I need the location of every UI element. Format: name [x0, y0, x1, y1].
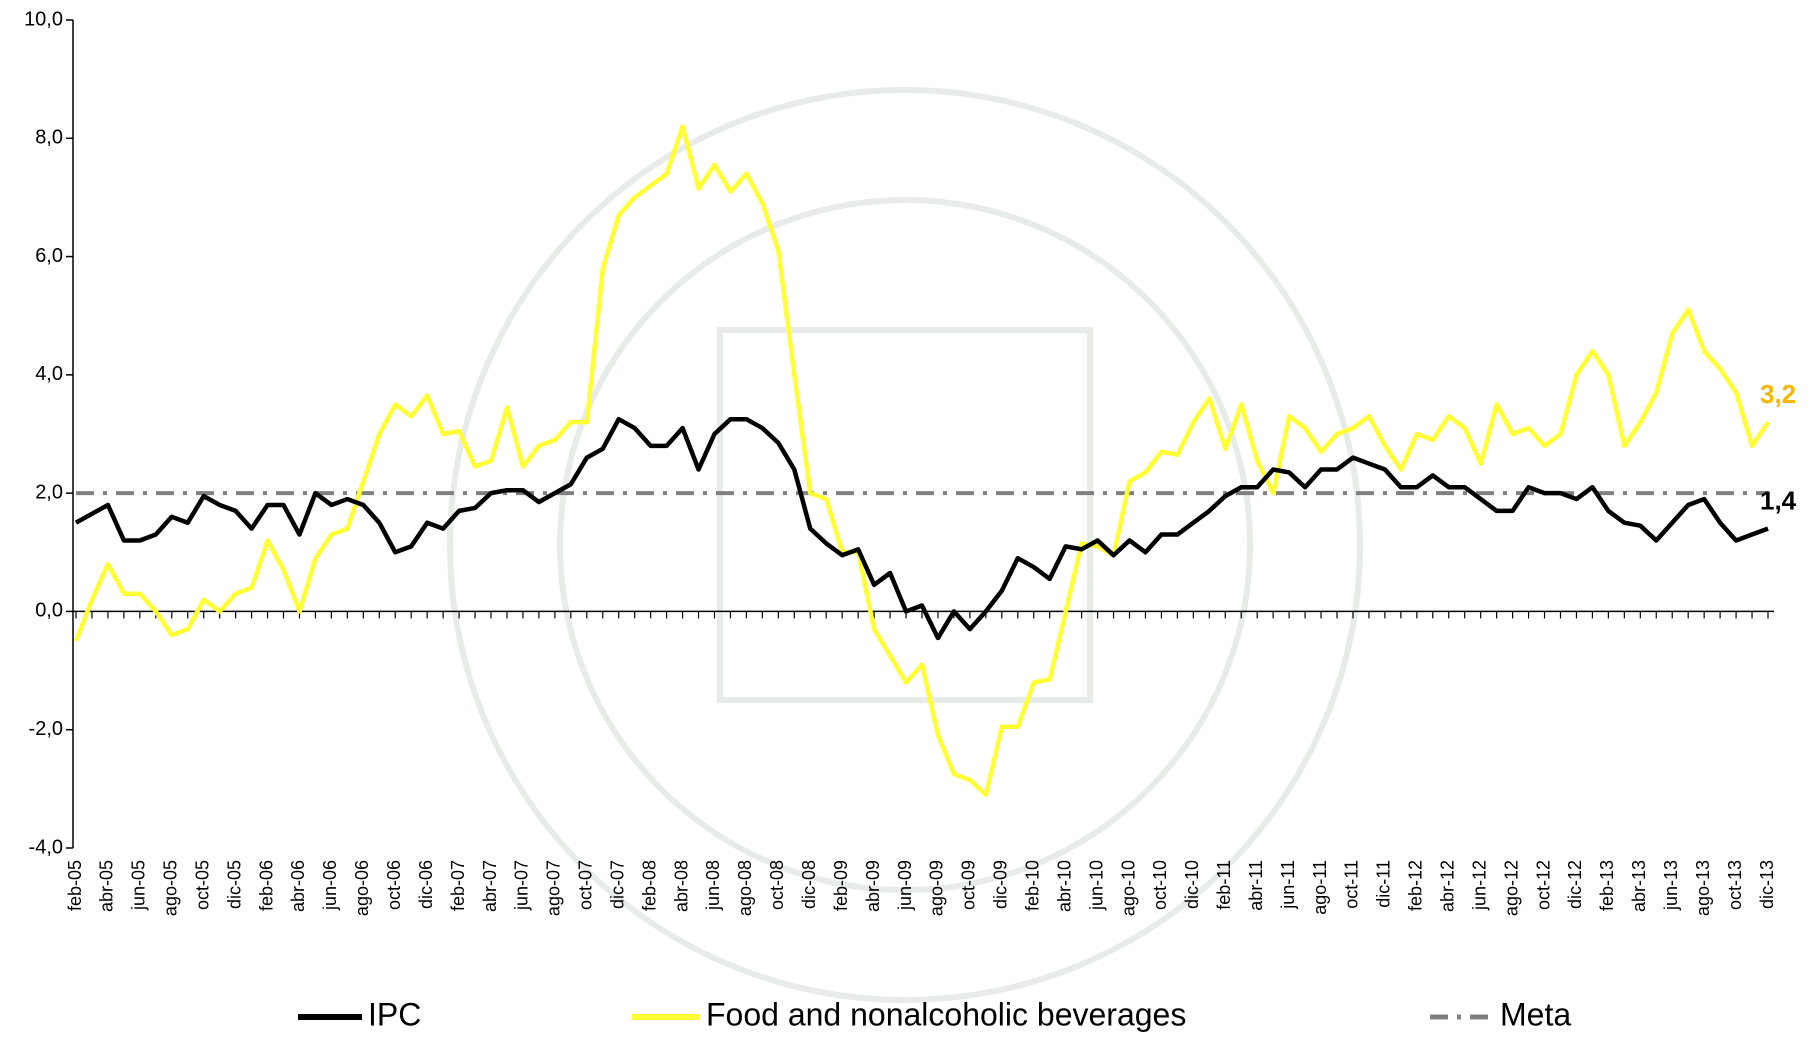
legend-label: Meta: [1500, 996, 1571, 1032]
x-tick-label: dic-10: [1182, 860, 1202, 909]
x-tick-label: dic-13: [1757, 860, 1777, 909]
x-tick-label: jun-12: [1469, 860, 1489, 911]
series-line: [76, 126, 1768, 794]
x-tick-label: feb-05: [65, 860, 85, 911]
x-tick-label: oct-10: [1150, 860, 1170, 910]
x-tick-label: dic-08: [799, 860, 819, 909]
x-tick-label: jun-05: [129, 860, 149, 911]
x-tick-label: ago-07: [544, 860, 564, 916]
y-tick-label: 2,0: [35, 481, 63, 503]
x-tick-label: abr-11: [1246, 860, 1266, 911]
x-tick-label: oct-08: [767, 860, 787, 910]
x-tick-label: ago-13: [1693, 860, 1713, 916]
x-tick-label: feb-09: [831, 860, 851, 911]
x-tick-label: ago-12: [1501, 860, 1521, 916]
y-tick-label: 0,0: [35, 600, 63, 622]
x-tick-label: dic-09: [991, 860, 1011, 909]
x-tick-label: oct-07: [576, 860, 596, 910]
x-tick-label: oct-06: [384, 860, 404, 910]
x-tick-label: oct-05: [192, 860, 212, 910]
x-tick-label: ago-06: [352, 860, 372, 916]
x-tick-label: abr-06: [288, 860, 308, 912]
x-tick-label: abr-09: [863, 860, 883, 912]
legend-label: Food and nonalcoholic beverages: [706, 996, 1186, 1032]
x-tick-label: dic-05: [224, 860, 244, 909]
x-tick-label: oct-09: [959, 860, 979, 910]
y-tick-label: -2,0: [29, 718, 63, 740]
x-tick-label: abr-13: [1629, 860, 1649, 912]
x-tick-label: abr-05: [97, 860, 117, 912]
x-tick-label: jun-07: [512, 860, 532, 911]
x-tick-label: jun-09: [895, 860, 915, 911]
x-tick-label: jun-10: [1086, 860, 1106, 911]
end-label: 1,4: [1760, 486, 1797, 516]
x-tick-label: feb-08: [639, 860, 659, 911]
y-tick-label: 10,0: [24, 8, 63, 30]
x-tick-label: ago-11: [1310, 860, 1330, 915]
x-tick-label: ago-05: [161, 860, 181, 916]
y-tick-label: -4,0: [29, 836, 63, 858]
x-tick-label: jun-11: [1278, 860, 1298, 910]
x-tick-label: abr-07: [480, 860, 500, 912]
x-tick-label: dic-07: [607, 860, 627, 909]
y-tick-label: 6,0: [35, 245, 63, 267]
page: {"chart_data": { "type": "line", "catego…: [0, 0, 1810, 1038]
x-tick-label: abr-10: [1054, 860, 1074, 912]
x-tick-label: jun-06: [320, 860, 340, 911]
x-tick-label: oct-13: [1725, 860, 1745, 910]
x-tick-label: ago-08: [735, 860, 755, 916]
x-tick-label: abr-12: [1438, 860, 1458, 912]
legend-label: IPC: [368, 996, 421, 1032]
x-tick-label: feb-07: [448, 860, 468, 911]
x-tick-label: ago-10: [1118, 860, 1138, 916]
end-label: 3,2: [1760, 379, 1796, 409]
series-line: [76, 419, 1768, 638]
x-tick-label: feb-13: [1597, 860, 1617, 911]
x-tick-label: oct-12: [1533, 860, 1553, 910]
y-tick-label: 8,0: [35, 127, 63, 149]
x-tick-label: feb-10: [1022, 860, 1042, 911]
x-tick-label: abr-08: [671, 860, 691, 912]
x-tick-label: dic-06: [416, 860, 436, 909]
x-tick-label: feb-11: [1214, 860, 1234, 910]
x-tick-label: jun-13: [1661, 860, 1681, 911]
chart: -4,0 -2,0 0,0 2,0 4,0 6,0 8,0 10,0 feb-05 abr-05 j…: [0, 0, 1810, 1038]
x-tick-label: ago-09: [927, 860, 947, 916]
x-tick-label: jun-08: [703, 860, 723, 911]
x-tick-label: feb-06: [256, 860, 276, 911]
x-tick-label: feb-12: [1406, 860, 1426, 911]
x-tick-label: dic-12: [1565, 860, 1585, 909]
y-tick-label: 4,0: [35, 363, 63, 385]
x-tick-label: dic-11: [1374, 860, 1394, 908]
x-tick-label: oct-11: [1342, 860, 1362, 909]
